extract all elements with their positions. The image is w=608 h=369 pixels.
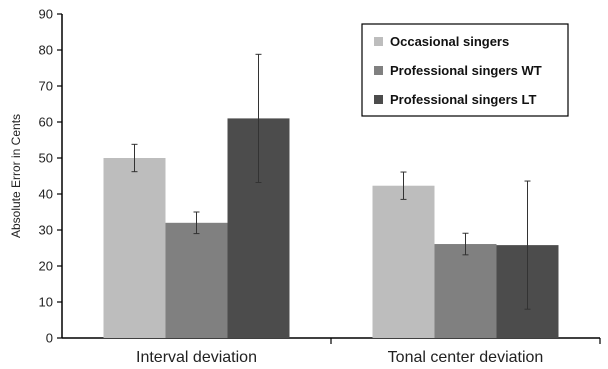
y-tick-label: 90 (39, 7, 53, 22)
legend-swatch (374, 95, 383, 104)
y-tick-label: 70 (39, 79, 53, 94)
bar (165, 222, 228, 338)
x-category-label: Interval deviation (136, 349, 257, 366)
y-tick-label: 30 (39, 223, 53, 238)
y-ticks: 0 10 20 30 40 50 60 70 80 90 (39, 7, 62, 346)
bar (372, 185, 435, 338)
y-tick-label: 20 (39, 259, 53, 274)
legend-label: Professional singers WT (390, 63, 542, 78)
legend-box (361, 23, 569, 117)
x-category-label: Tonal center deviation (388, 349, 544, 366)
bar (434, 244, 497, 338)
bar (103, 158, 166, 338)
y-tick-label: 10 (39, 295, 53, 310)
y-tick-label: 60 (39, 115, 53, 130)
x-ticks: Interval deviation Tonal center deviation (136, 338, 601, 366)
y-tick-label: 0 (46, 331, 53, 346)
legend: Occasional singers Professional singers W… (361, 23, 569, 117)
error-bars (131, 53, 531, 310)
y-tick-label: 40 (39, 187, 53, 202)
legend-swatch (374, 37, 383, 46)
legend-swatch (374, 66, 383, 75)
y-tick-label: 80 (39, 43, 53, 58)
y-axis-title: Absolute Error in Cents (9, 114, 23, 238)
y-tick-label: 50 (39, 151, 53, 166)
legend-label: Professional singers LT (390, 92, 536, 107)
legend-label: Occasional singers (390, 34, 509, 49)
bars (103, 118, 559, 339)
